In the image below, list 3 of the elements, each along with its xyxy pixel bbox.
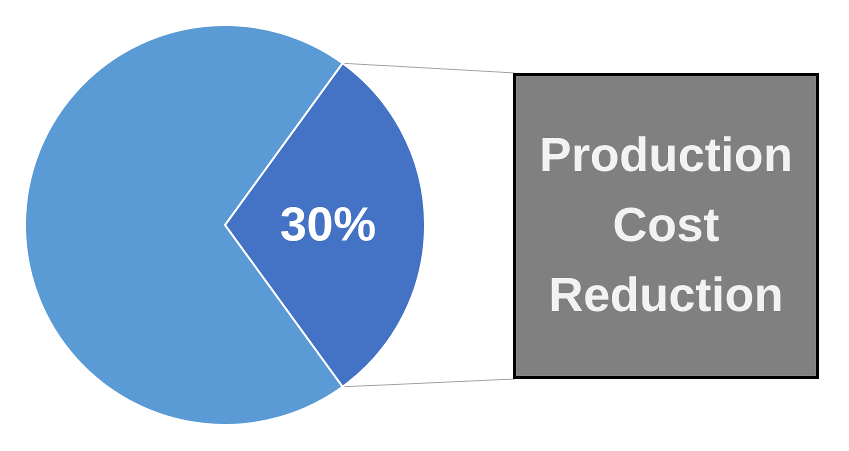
- callout-box: Production Cost Reduction: [513, 73, 819, 379]
- slice-label: Production Cost Reduction: [538, 128, 794, 324]
- data-label: 30%: [280, 198, 376, 252]
